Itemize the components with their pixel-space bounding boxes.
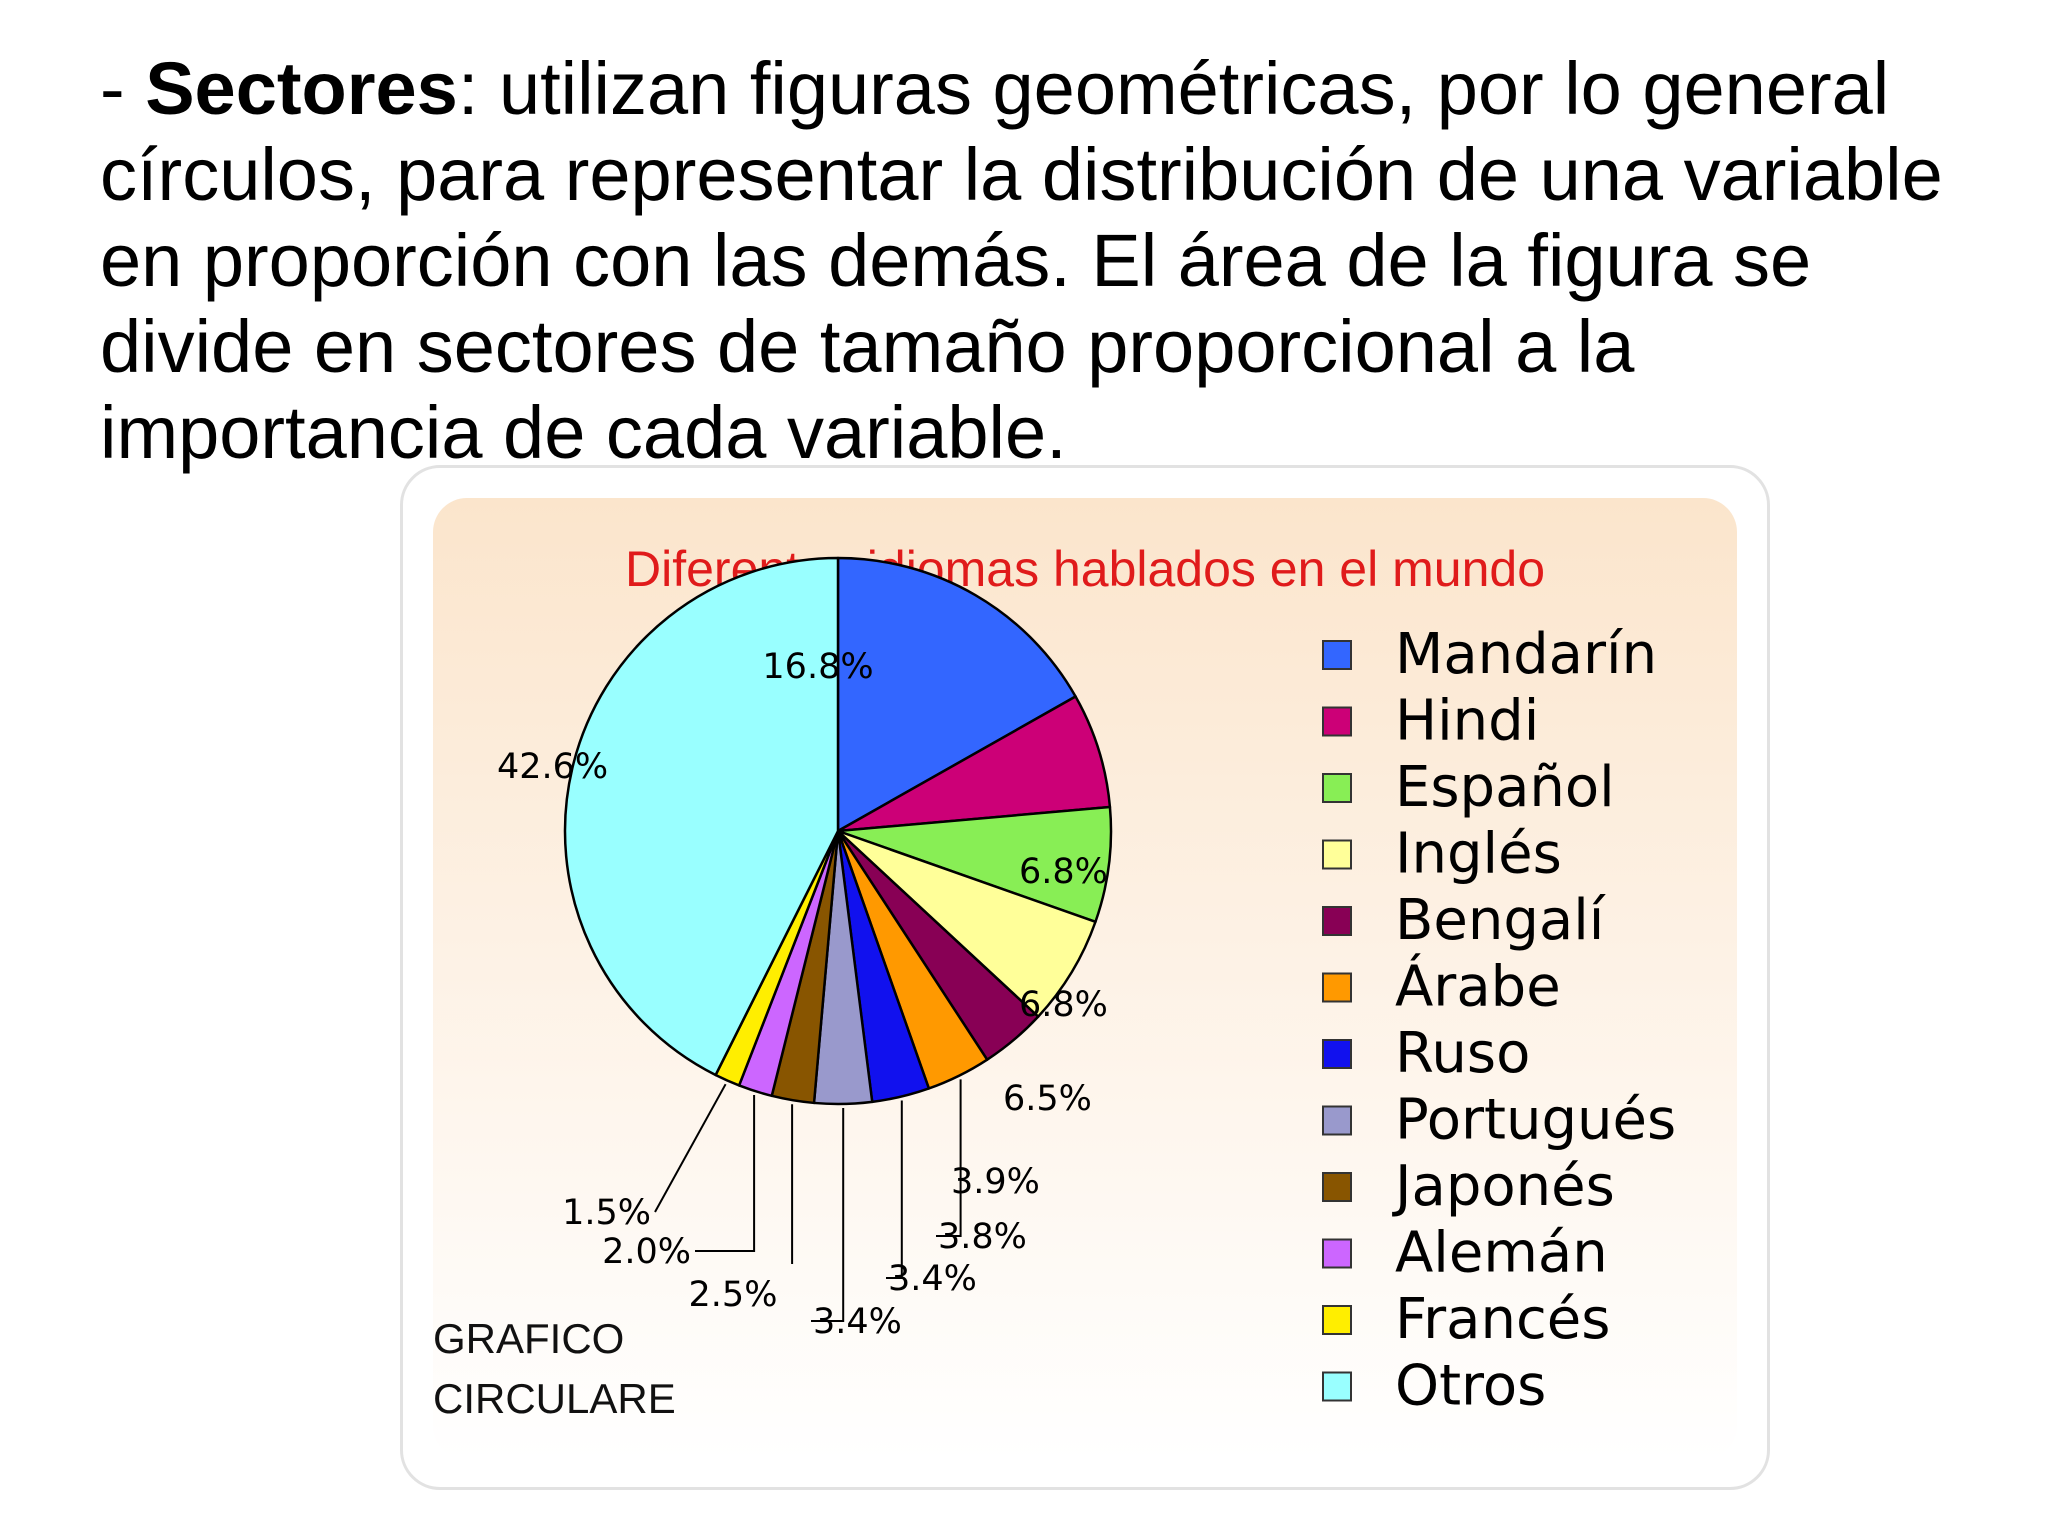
- legend-swatch-frances: [1322, 1305, 1352, 1335]
- legend-swatch-espanol: [1322, 773, 1352, 803]
- leader-line-ruso: [886, 1100, 903, 1279]
- legend-swatch-portugues: [1322, 1105, 1352, 1136]
- slide-body: : utilizan figuras geométricas, por lo g…: [100, 47, 1943, 474]
- pie-slice-hindi: [836, 695, 1112, 833]
- pct-label-ruso: 3.4%: [888, 1259, 977, 1299]
- legend-label-otros: Otros: [1395, 1354, 1546, 1419]
- legend-label-aleman: Alemán: [1395, 1221, 1608, 1286]
- legend-label-ingles: Inglés: [1395, 822, 1562, 887]
- corner-label-line-1: GRAFICO: [433, 1315, 624, 1362]
- legend-swatch-otros: [1322, 1371, 1352, 1402]
- legend-label-portugues: Portugués: [1395, 1088, 1676, 1153]
- leader-line-arabe: [936, 1079, 962, 1237]
- legend-label-bengali: Bengalí: [1395, 888, 1607, 953]
- pct-label-frances: 1.5%: [562, 1193, 651, 1233]
- legend-swatch-ruso: [1322, 1039, 1352, 1069]
- slide-dash: -: [100, 47, 146, 130]
- legend-label-hindi: Hindi: [1395, 689, 1539, 754]
- leader-line-aleman: [695, 1095, 756, 1252]
- corner-label-line-2: CIRCULARE: [433, 1375, 676, 1422]
- pct-label-aleman: 2.0%: [602, 1232, 691, 1272]
- pie-slice-espanol: [836, 805, 1113, 924]
- pct-label-bengali: 3.9%: [951, 1162, 1040, 1202]
- pct-label-ingles: 6.5%: [1003, 1079, 1092, 1119]
- chart-frame: Diferentes idiomas hablados en el mundo …: [400, 465, 1770, 1490]
- leader-line-frances: [654, 1083, 727, 1213]
- legend-swatch-japones: [1322, 1172, 1352, 1202]
- legend-label-espanol: Español: [1395, 755, 1615, 820]
- pct-label-japones: 2.5%: [689, 1275, 778, 1315]
- legend-swatch-hindi: [1322, 706, 1352, 737]
- legend-label-japones: Japonés: [1392, 1154, 1615, 1219]
- slide-paragraph: - Sectores: utilizan figuras geométricas…: [100, 46, 2020, 476]
- legend-swatch-ingles: [1322, 839, 1352, 870]
- legend-label-arabe: Árabe: [1395, 955, 1561, 1020]
- pie-chart: Diferentes idiomas hablados en el mundo …: [433, 541, 1676, 1422]
- legend-swatch-aleman: [1322, 1238, 1352, 1269]
- legend-label-mandarin: Mandarín: [1395, 622, 1657, 687]
- slide-bold-term: Sectores: [145, 47, 458, 130]
- leader-line-portugues: [811, 1108, 845, 1322]
- pct-label-mandarin: 16.8%: [762, 647, 873, 687]
- pct-label-arabe: 3.8%: [938, 1217, 1027, 1257]
- chart-panel: Diferentes idiomas hablados en el mundo …: [433, 498, 1737, 1460]
- pie-slice-otros: [563, 556, 840, 1077]
- pct-label-hindi: 6.8%: [1019, 852, 1108, 892]
- legend-swatch-arabe: [1322, 972, 1352, 1003]
- pct-label-portugues: 3.4%: [813, 1302, 902, 1342]
- legend-swatch-mandarin: [1322, 640, 1352, 670]
- pct-label-otros: 42.6%: [497, 747, 608, 787]
- legend-swatch-bengali: [1322, 906, 1352, 936]
- legend-label-frances: Francés: [1395, 1287, 1610, 1352]
- pie-slice-mandarin: [836, 556, 1077, 833]
- legend-label-ruso: Ruso: [1395, 1021, 1530, 1086]
- pct-label-espanol: 6.8%: [1019, 985, 1108, 1025]
- pie-slice-ingles: [836, 829, 1097, 1018]
